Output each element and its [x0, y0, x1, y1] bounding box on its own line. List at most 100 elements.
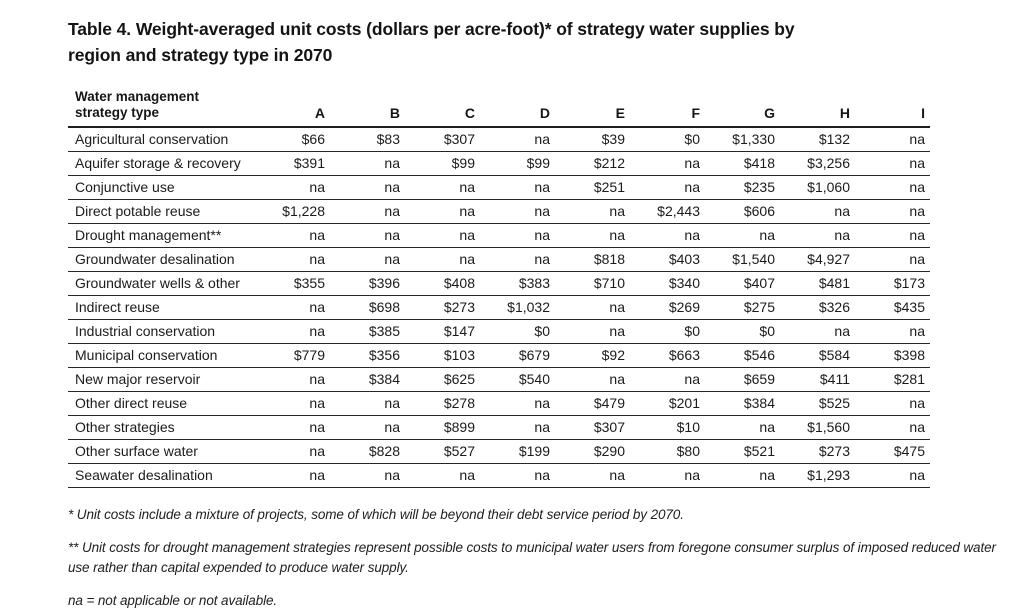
cell: na: [480, 415, 555, 440]
table-row: Indirect reuse na $698 $273 $1,032 na $269 $275…: [68, 295, 930, 320]
cell: na: [255, 319, 330, 344]
cell: $251: [555, 175, 630, 200]
row-label: Groundwater wells & other: [68, 271, 255, 296]
cell: na: [405, 175, 480, 200]
cell: $39: [555, 127, 630, 152]
table-row: Seawater desalination na na na na na na na $1,29…: [68, 463, 930, 488]
cell: na: [480, 391, 555, 416]
cell: $201: [630, 391, 705, 416]
cell: na: [855, 223, 930, 248]
cell: $899: [405, 415, 480, 440]
row-label: Drought management**: [68, 223, 255, 248]
cell: $710: [555, 271, 630, 296]
row-label: Aquifer storage & recovery: [68, 151, 255, 176]
cell: $326: [780, 295, 855, 320]
cell: $278: [405, 391, 480, 416]
cell: na: [480, 127, 555, 152]
row-label: New major reservoir: [68, 367, 255, 392]
cell: na: [330, 247, 405, 272]
cell: na: [705, 415, 780, 440]
column-header-c: C: [405, 89, 480, 128]
cell: na: [255, 415, 330, 440]
cell: na: [405, 223, 480, 248]
table-row: Direct potable reuse $1,228 na na na na $2,443…: [68, 199, 930, 224]
column-header-b: B: [330, 89, 405, 128]
cell: $173: [855, 271, 930, 296]
cell: $411: [780, 367, 855, 392]
column-header-h: H: [780, 89, 855, 128]
cell: na: [780, 223, 855, 248]
table-row: Other strategies na na $899 na $307 $10 na $1,56…: [68, 415, 930, 440]
cell: $527: [405, 439, 480, 464]
cell: $340: [630, 271, 705, 296]
cell: $355: [255, 271, 330, 296]
column-header-g: G: [705, 89, 780, 128]
cell: na: [255, 295, 330, 320]
footnotes-section: * Unit costs include a mixture of projec…: [68, 505, 996, 609]
table-row: Industrial conservation na $385 $147 $0 na $0 $…: [68, 319, 930, 344]
table-row: Agricultural conservation $66 $83 $307 na $39…: [68, 127, 930, 152]
table-body: Agricultural conservation $66 $83 $307 na $39…: [68, 127, 930, 488]
table-row: Other surface water na $828 $527 $199 $290 $80…: [68, 439, 930, 464]
cell: $659: [705, 367, 780, 392]
footnote-drought-management: ** Unit costs for drought management str…: [68, 540, 996, 575]
cell: na: [330, 463, 405, 488]
cell: $3,256: [780, 151, 855, 176]
column-header-e: E: [555, 89, 630, 128]
cell: na: [855, 415, 930, 440]
cell: na: [855, 463, 930, 488]
cell: $1,540: [705, 247, 780, 272]
cell: $281: [855, 367, 930, 392]
row-label: Other direct reuse: [68, 391, 255, 416]
row-header-line2: strategy type: [75, 105, 160, 120]
cell: na: [855, 247, 930, 272]
cell: $521: [705, 439, 780, 464]
cell: na: [480, 247, 555, 272]
table-row: New major reservoir na $384 $625 $540 na na $65…: [68, 367, 930, 392]
row-header-line1: Water management: [75, 89, 200, 104]
cell: na: [405, 247, 480, 272]
cell: na: [855, 175, 930, 200]
cell: na: [255, 367, 330, 392]
cell: $1,560: [780, 415, 855, 440]
cell: $275: [705, 295, 780, 320]
column-header-a: A: [255, 89, 330, 128]
cell: $83: [330, 127, 405, 152]
row-label: Industrial conservation: [68, 319, 255, 344]
cell: $307: [555, 415, 630, 440]
cell: $384: [705, 391, 780, 416]
row-label: Conjunctive use: [68, 175, 255, 200]
cell: $396: [330, 271, 405, 296]
cell: $80: [630, 439, 705, 464]
cell: $92: [555, 343, 630, 368]
cell: $0: [705, 319, 780, 344]
row-label: Municipal conservation: [68, 343, 255, 368]
cell: na: [330, 223, 405, 248]
cell: $828: [330, 439, 405, 464]
cell: $2,443: [630, 199, 705, 224]
cell: $525: [780, 391, 855, 416]
cell: $403: [630, 247, 705, 272]
row-header-label: Water management strategy type: [68, 89, 255, 128]
column-header-i: I: [855, 89, 930, 128]
cell: $132: [780, 127, 855, 152]
row-label: Other surface water: [68, 439, 255, 464]
cell: $235: [705, 175, 780, 200]
cell: $1,032: [480, 295, 555, 320]
row-label: Agricultural conservation: [68, 127, 255, 152]
cell: $0: [630, 127, 705, 152]
cell: $407: [705, 271, 780, 296]
table-row: Other direct reuse na na $278 na $479 $201 $384…: [68, 391, 930, 416]
cell: $391: [255, 151, 330, 176]
cell: na: [630, 223, 705, 248]
cell: na: [480, 199, 555, 224]
cell: $663: [630, 343, 705, 368]
table-row: Groundwater wells & other $355 $396 $408 $38…: [68, 271, 930, 296]
cell: na: [330, 199, 405, 224]
cell: na: [630, 463, 705, 488]
cell: na: [555, 463, 630, 488]
cell: na: [480, 463, 555, 488]
cell: na: [555, 319, 630, 344]
